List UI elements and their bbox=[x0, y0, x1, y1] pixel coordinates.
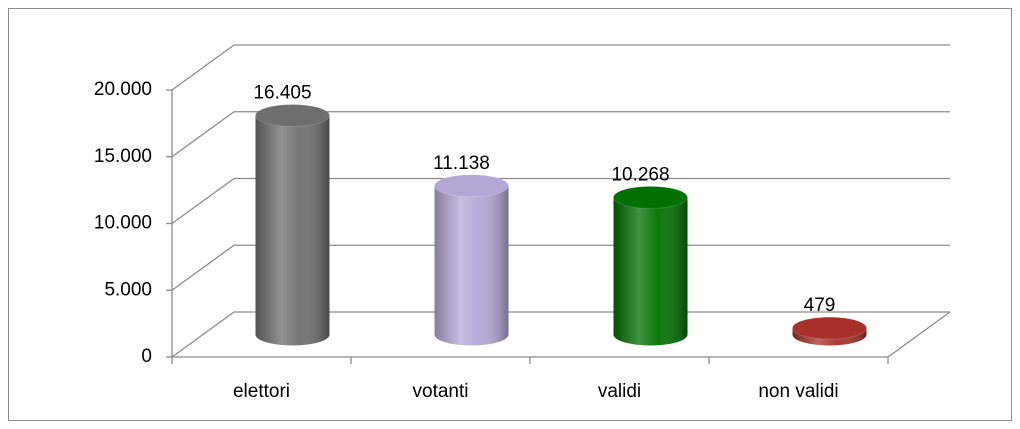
x-tick-label: votanti bbox=[413, 381, 469, 402]
chart-border bbox=[8, 8, 1012, 421]
x-tick-label: non validi bbox=[758, 381, 838, 402]
x-tick-label: validi bbox=[598, 381, 641, 402]
grid-line bbox=[171, 44, 950, 91]
bar-shade bbox=[434, 185, 509, 346]
value-label: 10.268 bbox=[611, 164, 669, 185]
value-label: 16.405 bbox=[253, 83, 311, 104]
bar-top bbox=[434, 174, 509, 198]
value-label: 479 bbox=[804, 295, 836, 316]
y-tick-label: 15.000 bbox=[94, 146, 152, 167]
value-label: 11.138 bbox=[433, 153, 490, 174]
grid-line bbox=[171, 177, 950, 225]
y-tick-label: 5.000 bbox=[104, 279, 152, 300]
bar-top bbox=[792, 316, 867, 340]
y-tick-label: 20.000 bbox=[94, 79, 152, 100]
x-tick-label: elettori bbox=[233, 381, 290, 402]
grid-line bbox=[171, 244, 950, 291]
y-tick-label: 10.000 bbox=[94, 213, 152, 234]
y-tick-label: 0 bbox=[141, 346, 152, 367]
bar-shade bbox=[255, 115, 330, 346]
bar-shade bbox=[613, 197, 688, 346]
bar-top bbox=[613, 185, 688, 209]
grid-line bbox=[171, 111, 950, 158]
grid-line bbox=[171, 311, 950, 358]
bar-top bbox=[255, 103, 330, 127]
